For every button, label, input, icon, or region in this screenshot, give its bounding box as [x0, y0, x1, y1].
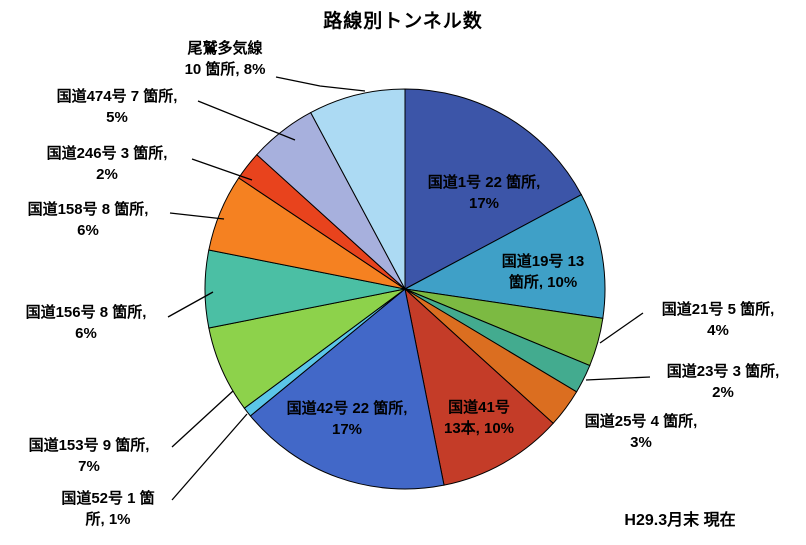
leader-line-route474: [197, 100, 296, 141]
label-route19: 国道19号 13 箇所, 10%: [501, 253, 585, 291]
leader-line-route246: [191, 158, 253, 181]
date-note: H29.3月末 現在: [624, 512, 736, 529]
pie-slice-6: [404, 287, 554, 486]
pie-slice-14: [310, 88, 406, 290]
label-owase-taki: 尾鷲多気線 10 箇所, 8%: [184, 40, 266, 78]
leader-line-route156: [167, 291, 214, 318]
leader-line-owase-taki: [275, 76, 366, 92]
label-route474: 国道474号 7 箇所, 5%: [56, 88, 178, 126]
chart-title: 路線別トンネル数: [323, 11, 483, 32]
label-route1: 国道1号 22 箇所, 17%: [427, 174, 541, 212]
pie-slice-2: [403, 194, 606, 319]
label-route21: 国道21号 5 箇所, 4%: [661, 301, 775, 339]
label-route25: 国道25号 4 箇所, 3%: [584, 413, 698, 451]
leader-lines: [167, 76, 651, 501]
leader-line-route158: [169, 212, 225, 220]
leader-line-route52: [171, 413, 248, 501]
label-route41: 国道41号 13本, 10%: [443, 399, 515, 437]
label-route246: 国道246号 3 箇所, 2%: [46, 145, 168, 183]
label-route158: 国道158号 8 箇所, 6%: [27, 201, 149, 239]
label-route156: 国道156号 8 箇所, 6%: [25, 304, 147, 342]
label-route153: 国道153号 9 箇所, 7%: [28, 437, 150, 475]
pie-slices: [204, 88, 606, 490]
leader-line-route23: [585, 376, 651, 381]
label-route42: 国道42号 22 箇所, 17%: [286, 400, 408, 438]
pie-slice-7: [249, 288, 445, 490]
leader-line-route21: [599, 312, 644, 344]
label-route23: 国道23号 3 箇所, 2%: [666, 363, 780, 401]
pie-slice-1: [404, 88, 583, 290]
label-route52: 国道52号 1 箇 所, 1%: [61, 490, 155, 528]
leader-line-route153: [171, 390, 234, 448]
